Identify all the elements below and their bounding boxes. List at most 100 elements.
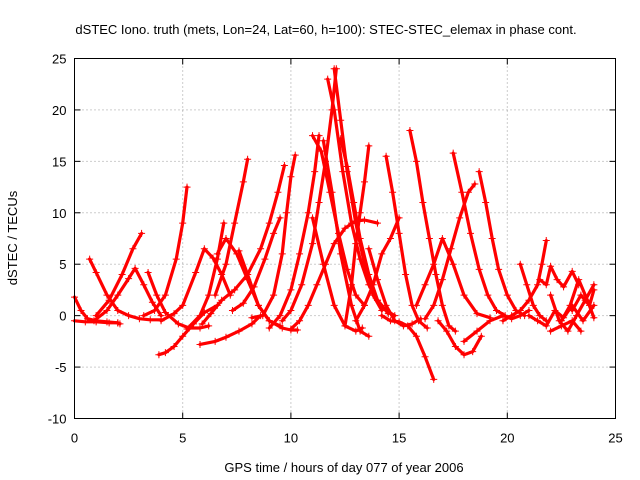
data-point	[408, 320, 416, 328]
data-layer	[71, 65, 598, 383]
data-point	[276, 312, 284, 320]
data-point	[404, 322, 412, 330]
data-point	[280, 161, 288, 169]
data-point	[352, 291, 360, 299]
data-point	[421, 353, 429, 361]
data-point	[319, 137, 327, 145]
y-tick-label: 0	[59, 309, 66, 324]
data-point	[170, 343, 178, 350]
data-point	[477, 332, 485, 340]
data-point	[315, 132, 323, 140]
data-point	[239, 299, 247, 307]
data-point	[464, 188, 472, 196]
series	[434, 317, 485, 359]
series	[196, 312, 265, 348]
data-point	[140, 312, 148, 320]
data-point	[77, 307, 85, 314]
data-point	[283, 209, 291, 217]
data-point	[222, 333, 230, 341]
data-point	[577, 291, 585, 299]
data-point	[434, 317, 442, 325]
data-point	[228, 307, 236, 314]
data-point	[358, 324, 366, 332]
data-point	[192, 268, 200, 276]
data-point	[105, 319, 113, 327]
data-point	[103, 307, 111, 314]
data-point	[293, 326, 301, 334]
series-line	[527, 303, 596, 328]
series-line	[321, 139, 371, 338]
data-point	[103, 291, 111, 299]
data-point	[196, 324, 204, 332]
data-point	[365, 142, 373, 150]
series-line	[414, 236, 492, 320]
data-point	[365, 332, 373, 340]
series	[382, 152, 431, 332]
data-point	[373, 296, 381, 304]
data-point	[179, 332, 187, 340]
data-point	[287, 307, 295, 314]
data-point	[248, 314, 256, 322]
data-point	[337, 135, 345, 143]
data-point	[451, 327, 459, 335]
data-point	[330, 106, 338, 114]
data-point	[415, 317, 423, 325]
data-point	[469, 348, 477, 356]
data-point	[270, 291, 278, 299]
x-tick-label: 20	[500, 431, 514, 446]
data-point	[425, 235, 433, 242]
data-point	[207, 310, 215, 318]
data-point	[423, 324, 431, 332]
data-point	[138, 229, 146, 237]
data-point	[386, 317, 394, 325]
x-tick-label: 15	[392, 431, 406, 446]
data-point	[205, 322, 213, 330]
series	[547, 317, 585, 335]
data-point	[451, 343, 459, 350]
data-point	[508, 312, 516, 320]
series	[406, 127, 459, 335]
y-tick-label: 25	[52, 52, 66, 67]
data-point	[174, 320, 182, 328]
data-point	[324, 75, 332, 83]
series-line	[436, 319, 483, 357]
series	[90, 264, 165, 325]
data-point	[560, 283, 568, 291]
chart-title: dSTEC Iono. truth (mets, Lon=24, Lat=60,…	[75, 22, 576, 37]
series-line	[462, 308, 531, 343]
data-point	[378, 250, 386, 258]
data-point	[542, 237, 550, 245]
data-point	[495, 265, 503, 273]
data-point	[438, 301, 446, 309]
data-point	[443, 327, 451, 335]
data-point	[270, 229, 278, 237]
data-point	[337, 116, 345, 124]
data-point	[460, 351, 468, 359]
series-line	[198, 314, 263, 346]
y-tick-label: -10	[48, 412, 67, 427]
data-point	[309, 132, 317, 140]
data-point	[148, 298, 156, 306]
data-point	[259, 312, 267, 320]
data-point	[309, 240, 317, 248]
data-point	[389, 188, 397, 196]
series	[211, 155, 252, 299]
series	[421, 180, 479, 323]
data-point	[213, 250, 221, 258]
series	[475, 168, 529, 320]
data-point	[538, 260, 546, 268]
data-point	[352, 327, 360, 335]
data-point	[287, 325, 295, 333]
series-line	[570, 288, 596, 313]
y-tick-label: 20	[52, 103, 66, 118]
data-point	[161, 291, 169, 299]
series	[412, 235, 494, 322]
data-point	[278, 317, 286, 325]
data-point	[330, 301, 338, 309]
data-point	[460, 337, 468, 345]
data-point	[360, 216, 368, 224]
data-point	[536, 276, 544, 284]
series	[265, 132, 323, 332]
plot-frame	[74, 58, 616, 419]
data-point	[430, 375, 438, 383]
